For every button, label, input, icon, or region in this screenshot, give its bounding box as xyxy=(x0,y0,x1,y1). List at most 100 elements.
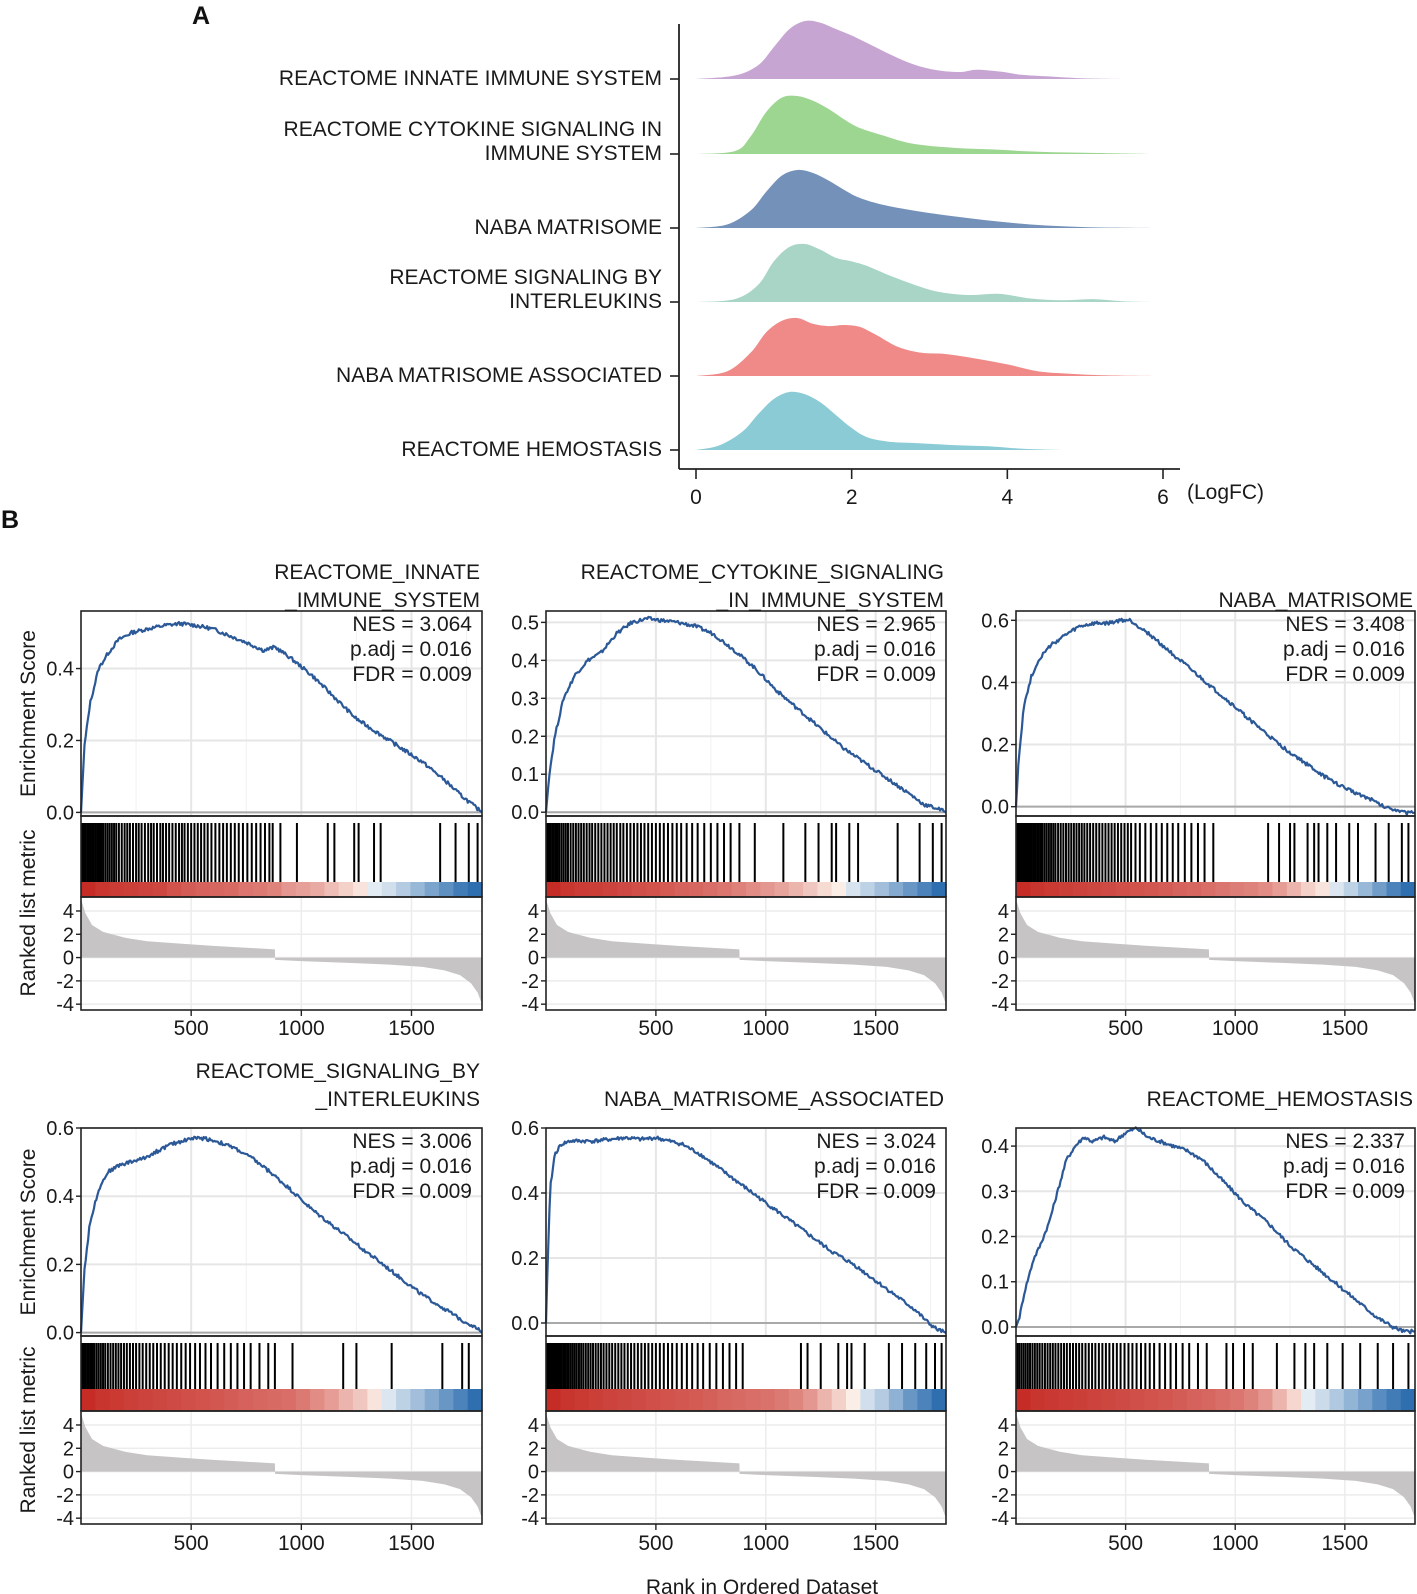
rank-heat-cell xyxy=(760,1389,776,1411)
es-y-tick-label: 0.0 xyxy=(511,1313,539,1335)
rank-heat-cell xyxy=(152,882,168,897)
es-y-tick-label: 0.4 xyxy=(46,1186,74,1208)
rank-metric-area xyxy=(81,1413,482,1519)
gsea-stat-line: NES = 3.064 xyxy=(352,613,472,636)
rank-heat-cell xyxy=(831,882,847,897)
rank-metric-area xyxy=(1016,1413,1415,1519)
rank-heat-cell xyxy=(1101,882,1117,897)
rank-heat-cell xyxy=(674,882,690,897)
rank-heat-cell xyxy=(224,1389,240,1411)
rank-heat-cell xyxy=(95,882,111,897)
rank-heat-cell xyxy=(1030,1389,1046,1411)
rank-heat-cell xyxy=(1073,882,1088,897)
rank-heat-cell xyxy=(1144,882,1160,897)
rank-heat-cell xyxy=(1158,882,1174,897)
rank-x-tick-label: 1000 xyxy=(1212,1532,1259,1555)
rank-heat-cell xyxy=(281,882,297,897)
rank-heat-cell xyxy=(888,882,904,897)
rank-heat-cell xyxy=(238,882,254,897)
rank-y-tick-label: -4 xyxy=(56,1508,74,1530)
rank-x-tick-label: 500 xyxy=(174,1017,209,1040)
gsea-title-line: NABA_MATRISOME xyxy=(1219,589,1413,612)
gsea-stat-line: p.adj = 0.016 xyxy=(814,638,936,661)
gsea-title-line: _IN_IMMUNE_SYSTEM xyxy=(715,589,944,612)
es-y-tick-label: 0.3 xyxy=(981,1181,1009,1203)
rank-heat-cell xyxy=(1172,1389,1188,1411)
rank-heat-cell xyxy=(1329,882,1345,897)
rank-y-tick-label: -4 xyxy=(991,1508,1009,1530)
rank-heat-cell xyxy=(95,1389,111,1411)
es-y-tick-label: 0.4 xyxy=(981,672,1009,694)
rank-heat-cell xyxy=(646,882,661,897)
rank-heat-cell xyxy=(1386,882,1402,897)
rank-heat-cell xyxy=(424,1389,440,1411)
rank-heat-cell xyxy=(731,882,747,897)
gsea-title-line: _INTERLEUKINS xyxy=(314,1088,480,1111)
rank-heat-cell xyxy=(310,882,325,897)
rank-y-tick-label: 4 xyxy=(63,901,74,923)
rank-y-tick-label: 0 xyxy=(528,948,539,970)
rank-heat-cell xyxy=(746,882,761,897)
rank-heat-cell xyxy=(1358,1389,1373,1411)
rank-heat-cell xyxy=(1358,882,1373,897)
rank-y-tick-label: 0 xyxy=(63,948,74,970)
rank-heat-cell xyxy=(746,1389,761,1411)
rank-heat-cell xyxy=(717,1389,733,1411)
rank-heat-cell xyxy=(381,882,397,897)
panel-a-label: A xyxy=(192,2,210,30)
es-y-tick-label: 0.6 xyxy=(511,1118,539,1140)
rank-heat-cell xyxy=(81,882,96,897)
rank-heat-cell xyxy=(817,1389,833,1411)
es-y-tick-label: 0.3 xyxy=(511,688,539,710)
rank-heat-cell xyxy=(1187,1389,1202,1411)
ridge-row-label: REACTOME CYTOKINE SIGNALING IN xyxy=(284,118,662,141)
ridgeline-chart: REACTOME INNATE IMMUNE SYSTEM REACTOME CY… xyxy=(279,20,1264,509)
rank-heat-cell xyxy=(396,882,411,897)
gsea-stat-line: p.adj = 0.016 xyxy=(350,638,472,661)
es-y-tick-label: 0.2 xyxy=(981,1227,1009,1249)
rank-heat-cell xyxy=(1215,882,1231,897)
rank-y-tick-label: -2 xyxy=(991,971,1009,993)
rank-y-axis-title: Ranked list metric xyxy=(17,830,40,997)
ridge-density-3 xyxy=(696,169,1156,228)
rank-metric-area xyxy=(1016,899,1415,1005)
rank-heat-cell xyxy=(295,882,311,897)
rank-heat-cell xyxy=(209,1389,225,1411)
rank-heat-cell xyxy=(917,882,933,897)
rank-heat-cell xyxy=(1400,882,1416,897)
rank-heat-cell xyxy=(124,1389,139,1411)
rank-heat-cell xyxy=(1343,882,1359,897)
rank-y-tick-label: 4 xyxy=(63,1415,74,1437)
ridge-density-1 xyxy=(696,20,1125,79)
rank-heat-cell xyxy=(195,882,211,897)
rank-x-tick-label: 1000 xyxy=(742,1017,789,1040)
rank-heat-cell xyxy=(1115,1389,1131,1411)
rank-heat-cell xyxy=(903,882,918,897)
gsea-stat-line: FDR = 0.009 xyxy=(816,1180,936,1203)
rank-heat-cell xyxy=(1301,882,1316,897)
rank-heat-cell xyxy=(166,1389,182,1411)
es-y-tick-label: 0.6 xyxy=(981,610,1009,632)
es-curve xyxy=(544,1135,947,1334)
rank-heat-cell xyxy=(688,1389,704,1411)
rank-heat-cell xyxy=(439,882,454,897)
es-y-axis-title: Enrichment Score xyxy=(17,1149,40,1316)
gsea-stat-line: FDR = 0.009 xyxy=(1285,663,1405,686)
rank-heat-cell xyxy=(453,882,469,897)
gsea-stat-line: FDR = 0.009 xyxy=(352,1180,472,1203)
es-y-tick-label: 0.2 xyxy=(46,730,74,752)
rank-y-tick-label: 2 xyxy=(528,924,539,946)
rank-heat-cell xyxy=(109,882,125,897)
es-y-tick-label: 0.4 xyxy=(981,1136,1009,1158)
rank-x-tick-label: 1500 xyxy=(1321,1532,1368,1555)
rank-heat-cell xyxy=(931,1389,947,1411)
gsea-stat-line: NES = 2.337 xyxy=(1285,1130,1405,1153)
rank-heat-cell xyxy=(181,1389,197,1411)
rank-y-tick-label: 0 xyxy=(63,1462,74,1484)
rank-x-tick-label: 500 xyxy=(638,1017,673,1040)
rank-heat-cell xyxy=(124,882,139,897)
rank-heat-cell xyxy=(1044,1389,1060,1411)
es-y-tick-label: 0.4 xyxy=(46,659,74,681)
rank-heat-cell xyxy=(560,882,576,897)
rank-heat-cell xyxy=(353,1389,368,1411)
